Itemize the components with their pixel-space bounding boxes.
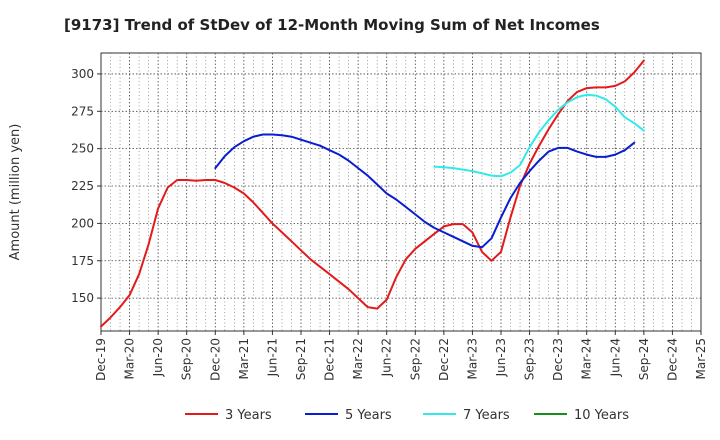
y-tick-label: 175 [71,254,94,268]
x-tick-label: Jun-24 [608,338,622,377]
x-tick-label: Sep-21 [294,338,308,380]
y-tick-label: 200 [71,216,94,230]
x-tick-label: Sep-22 [408,338,422,380]
x-tick-label: Jun-21 [265,338,279,377]
series-line-3-years [100,59,645,328]
y-tick-label: 250 [71,142,94,156]
x-tick-label: Jun-23 [494,338,508,377]
x-tick-label: Mar-25 [694,338,708,379]
x-tick-label: Dec-19 [94,338,108,381]
x-axis-ticks: Dec-19 Mar-20 Jun-20 Sep-20 Dec-20 Mar-21 Jun-… [94,331,708,381]
x-tick-label: Sep-24 [637,338,651,380]
y-tick-label: 150 [71,291,94,305]
x-tick-label: Dec-20 [208,338,222,381]
x-tick-label: Mar-20 [123,338,137,379]
plot-area [100,52,702,332]
x-tick-label: Dec-23 [551,338,565,381]
x-tick-label: Jun-22 [380,338,394,377]
legend-label-7-years: 7 Years [463,408,510,423]
series-lines [100,59,645,328]
y-tick-label: 225 [71,179,94,193]
x-tick-label: Sep-23 [523,338,537,380]
x-tick-label: Mar-24 [580,338,594,379]
x-tick-label: Sep-20 [180,338,194,380]
x-tick-label: Dec-24 [665,338,679,381]
x-tick-label: Dec-21 [323,338,337,381]
y-axis-label: Amount (million yen) [8,124,23,261]
legend: 3 Years 5 Years 7 Years 10 Years [185,408,629,423]
legend-label-3-years: 3 Years [225,408,272,423]
x-tick-label: Dec-22 [437,338,451,381]
series-line-7-years [433,93,645,178]
x-tick-label: Jun-20 [151,338,165,377]
x-tick-label: Mar-23 [465,338,479,379]
legend-label-5-years: 5 Years [345,408,392,423]
chart-title: [9173] Trend of StDev of 12-Month Moving… [64,16,600,34]
y-tick-label: 275 [71,104,94,118]
x-tick-label: Mar-21 [237,338,251,379]
grid-lines [101,53,701,331]
y-tick-label: 300 [71,67,94,81]
x-tick-label: Mar-22 [351,338,365,379]
y-axis-ticks: 150 175 200 225 250 275 300 [71,67,101,305]
legend-label-10-years: 10 Years [574,408,629,423]
series-line-5-years [214,133,636,249]
